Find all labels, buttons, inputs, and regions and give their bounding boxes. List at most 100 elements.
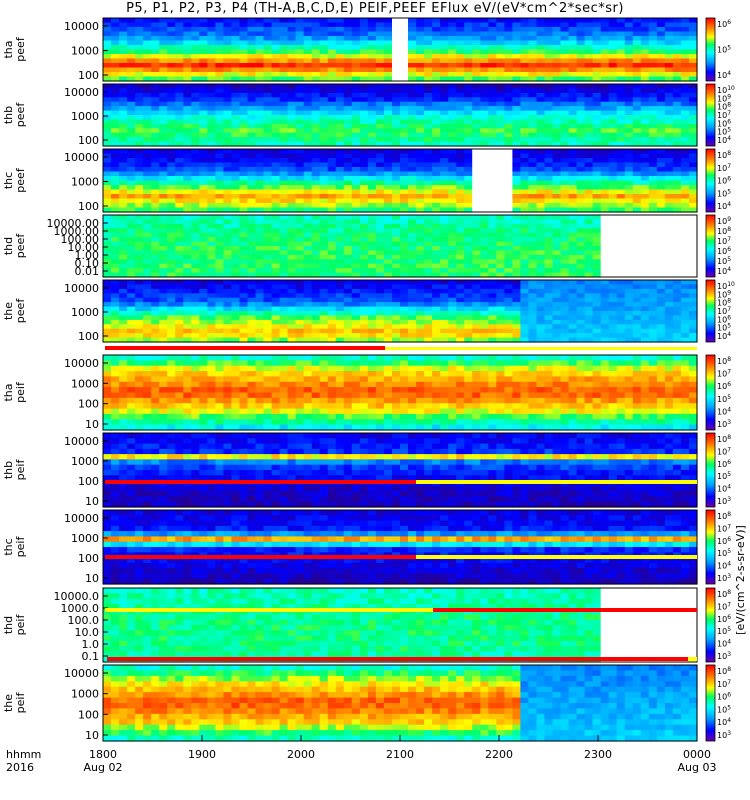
colorbar-tick-label: 105 <box>717 548 731 558</box>
status-bar-red <box>105 346 385 350</box>
x-tick-label: 2000 <box>287 748 315 761</box>
y-tick-label: 10.00 <box>68 241 100 254</box>
y-tick-label: 10 <box>85 729 99 742</box>
colorbar-tick-label: 104 <box>717 639 731 649</box>
colorbar-tick-label: 103 <box>717 496 731 506</box>
y-tick-label: 0.10 <box>75 257 100 270</box>
colorbar-tick-label: 1010 <box>717 85 735 95</box>
y-tick-label: 1000 <box>71 688 99 701</box>
panel-ylabel: thcpeef <box>2 167 27 193</box>
y-tick-label: 0.1 <box>82 650 100 663</box>
colorbar-tick-label: 108 <box>717 666 731 676</box>
y-tick-label: 100.00 <box>61 233 100 246</box>
colorbar <box>705 354 716 431</box>
y-tick-label: 10000 <box>64 86 99 99</box>
y-tick-label: 100.0 <box>68 614 100 627</box>
colorbar <box>705 17 716 82</box>
y-tick-label: 1.00 <box>75 249 100 262</box>
x-tick-label: 2100 <box>386 748 414 761</box>
colorbar-tick-label: 109 <box>717 216 731 226</box>
colorbar-tick-label: 107 <box>717 110 731 120</box>
colorbar-tick-label: 103 <box>717 419 731 429</box>
colorbar <box>705 432 716 508</box>
status-bar-red <box>107 657 688 661</box>
colorbar-tick-label: 107 <box>717 523 731 533</box>
y-tick-label: 1000 <box>71 306 99 319</box>
colorbar-label: [eV/(cm^2-s-sr-eV)] <box>734 525 747 635</box>
x-tick-label: 2300 <box>584 748 612 761</box>
y-tick-label: 1000 <box>71 377 99 390</box>
y-tick-label: 100 <box>78 398 99 411</box>
panel-ylabel: thepeif <box>2 692 27 714</box>
colorbar-tick-label: 107 <box>717 679 731 689</box>
colorbar-tick-label: 103 <box>717 730 731 740</box>
y-tick-label: 10000 <box>64 357 99 370</box>
colorbar-tick-label: 103 <box>717 573 731 583</box>
y-tick-label: 1000.0 <box>61 602 100 615</box>
y-tick-label: 100 <box>78 69 99 82</box>
status-bar-red <box>105 555 416 559</box>
colorbar-tick-label: 109 <box>717 289 731 299</box>
colorbar-tick-label: 108 <box>717 589 731 599</box>
x-tick-label: 1800 <box>89 748 117 761</box>
y-tick-label: 100 <box>78 708 99 721</box>
colorbar-tick-label: 108 <box>717 356 731 366</box>
y-tick-label: 1000 <box>71 45 99 58</box>
colorbar-tick-label: 106 <box>717 692 731 702</box>
colorbar-tick-label: 104 <box>717 135 731 145</box>
colorbar-tick-label: 104 <box>717 201 731 211</box>
colorbar-tick-label: 106 <box>717 19 731 29</box>
y-tick-label: 10.0 <box>75 626 100 639</box>
y-tick-label: 10000.0 <box>54 590 100 603</box>
colorbar-tick-label: 108 <box>717 434 731 444</box>
y-tick-label: 10000 <box>64 435 99 448</box>
colorbar-tick-label: 107 <box>717 601 731 611</box>
y-tick-label: 100 <box>78 475 99 488</box>
y-tick-label: 100 <box>78 552 99 565</box>
colorbar-tick-label: 106 <box>717 536 731 546</box>
status-bar-red <box>433 608 697 612</box>
y-tick-label: 10000 <box>64 151 99 164</box>
y-tick-label: 10 <box>85 572 99 585</box>
colorbar <box>705 664 716 742</box>
y-tick-label: 1000.00 <box>54 225 100 238</box>
y-tick-label: 1000 <box>71 455 99 468</box>
x-tick-label: 0000 <box>683 748 711 761</box>
colorbar-tick-label: 108 <box>717 150 731 160</box>
y-tick-label: 10000 <box>64 282 99 295</box>
y-tick-label: 10 <box>85 495 99 508</box>
panel-the-peef <box>102 279 698 343</box>
colorbar-tick-label: 107 <box>717 369 731 379</box>
colorbar-tick-label: 105 <box>717 471 731 481</box>
x-date-label: Aug 02 <box>84 761 123 774</box>
colorbar-tick-label: 105 <box>717 188 731 198</box>
colorbar-tick-label: 109 <box>717 93 731 103</box>
y-tick-label: 100 <box>78 134 99 147</box>
colorbar-tick-label: 106 <box>717 314 731 324</box>
colorbar-tick-label: 107 <box>717 446 731 456</box>
panel-thb-peif <box>102 432 698 508</box>
chart-title: P5, P1, P2, P3, P4 (TH-A,B,C,D,E) PEIF,P… <box>126 1 624 16</box>
colorbar-tick-label: 104 <box>717 331 731 341</box>
y-tick-label: 10000.00 <box>47 217 100 230</box>
status-bar-yellow <box>688 657 697 661</box>
panel-tha-peef <box>102 17 698 82</box>
colorbar-tick-label: 1010 <box>717 281 735 291</box>
panel-thd-peef <box>102 214 698 278</box>
status-bar-yellow <box>416 480 697 484</box>
colorbar-tick-label: 104 <box>717 561 731 571</box>
y-tick-label: 10 <box>85 418 99 431</box>
colorbar-tick-label: 105 <box>717 127 731 137</box>
status-bar-yellow <box>385 347 697 350</box>
colorbar <box>705 148 716 213</box>
panel-ylabel: thbpeif <box>2 459 27 481</box>
colorbar-tick-label: 104 <box>717 717 731 727</box>
panel-thc-peef <box>102 148 698 213</box>
x-tick-label: 2200 <box>485 748 513 761</box>
y-tick-label: 10000 <box>64 667 99 680</box>
colorbar-tick-label: 105 <box>717 256 731 266</box>
colorbar-tick-label: 106 <box>717 246 731 256</box>
x-date-label: Aug 03 <box>678 761 717 774</box>
colorbar-tick-label: 106 <box>717 614 731 624</box>
